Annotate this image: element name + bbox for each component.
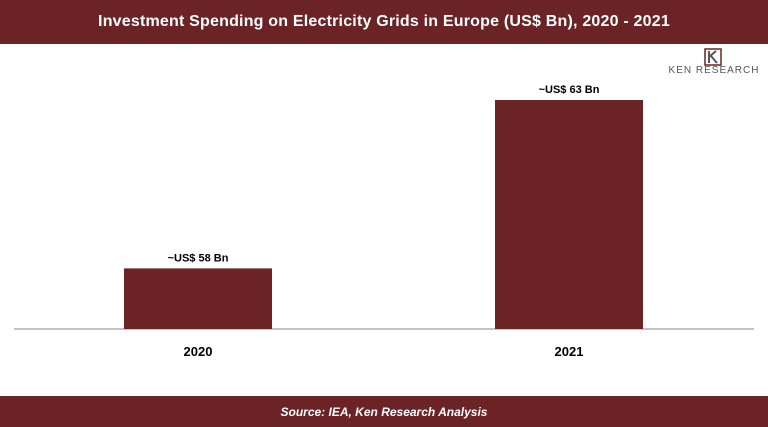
ken-research-logo: KEN RESEARCH [662, 48, 766, 78]
x-tick-label-2020: 2020 [184, 344, 213, 359]
bar-2020 [124, 268, 272, 329]
source-note: Source: IEA, Ken Research Analysis [280, 404, 488, 419]
x-tick-label-2021: 2021 [555, 344, 584, 359]
bar-chart: ~US$ 58 Bn 2020 ~US$ 63 Bn 2021 [14, 84, 754, 359]
ken-research-k-icon [704, 48, 722, 66]
data-label-2020: ~US$ 58 Bn [168, 252, 229, 264]
chart-title: Investment Spending on Electricity Grids… [98, 13, 670, 30]
footer-bar: Source: IEA, Ken Research Analysis [0, 396, 768, 427]
bar-2021 [495, 100, 643, 329]
logo-text: KEN RESEARCH [668, 65, 760, 76]
data-label-2021: ~US$ 63 Bn [539, 84, 600, 96]
title-bar: Investment Spending on Electricity Grids… [0, 0, 768, 44]
